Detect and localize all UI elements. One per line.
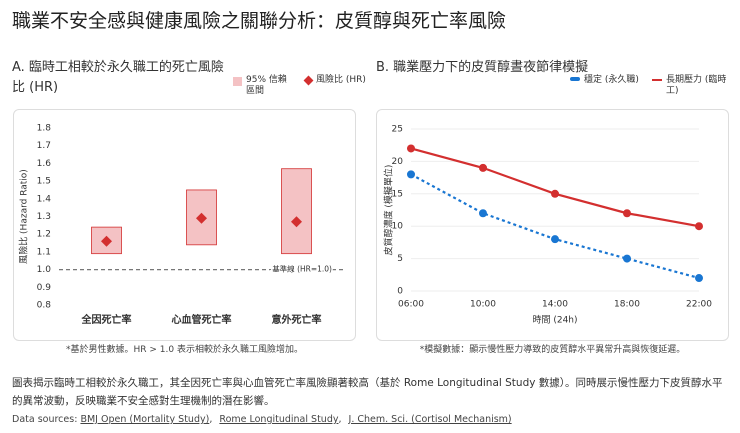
- x-tick-label: 意外死亡率: [272, 313, 322, 326]
- y-tick-label: 1.7: [37, 141, 51, 151]
- y-tick-label: 1.1: [37, 247, 51, 257]
- panel: 0.8 0.9 1.0 1.1 1.2 1.3 1.4 1.5 1.6 1.7 1.8 風險比 (Ha…: [13, 109, 356, 341]
- chart: 0.8 0.9 1.0 1.1 1.2 1.3 1.4 1.5 1.6 1.7 1.8 風險比 (Ha…: [18, 124, 344, 326]
- hr-point: [291, 216, 302, 228]
- legend-label: 長期壓力 (臨時工): [666, 75, 727, 96]
- x-tick-label: 22:00: [686, 300, 712, 310]
- x-tick-label: 心血管死亡率: [172, 313, 232, 326]
- legend-label: 風險比 (HR): [316, 75, 366, 85]
- y-tick-label: 1.8: [37, 124, 52, 134]
- source-link[interactable]: BMJ Open (Mortality Study): [80, 414, 216, 425]
- footnote: *模擬數據：顯示慢性壓力導致的皮質醇水平異常升高與恢復延遲。: [419, 345, 686, 355]
- legend-item: 穩定 (永久職): [570, 75, 642, 97]
- legend-item: 95% 信賴區間: [233, 75, 295, 97]
- panel: 0 5 10 15 20 25 06:00 10:00 14:00 18:00 22:00 時間 (2…: [376, 109, 729, 341]
- x-axis-label: 時間 (24h): [532, 315, 577, 326]
- source-link[interactable]: J. Chem. Sci. (Cortisol Mechanism): [348, 414, 512, 425]
- ci-range: [281, 168, 312, 255]
- y-tick-label: 0.9: [37, 283, 52, 293]
- hr-point: [101, 235, 112, 247]
- x-tick-label: 18:00: [614, 300, 640, 310]
- y-tick-label: 1.0: [37, 265, 52, 275]
- y-tick-label: 5: [397, 254, 403, 264]
- y-axis-label: 皮質醇濃度 (模擬單位): [383, 165, 395, 256]
- x-tick-label: 14:00: [542, 300, 568, 310]
- y-tick-label: 0: [397, 287, 403, 297]
- footnote: *基於男性數據。HR > 1.0 表示相較於永久職工風險增加。: [66, 345, 303, 355]
- point: [407, 144, 415, 153]
- point: [551, 235, 559, 244]
- chart-title: A. 臨時工相較於永久職工的死亡風險比 (HR): [12, 60, 224, 95]
- y-tick-label: 1.2: [37, 230, 51, 240]
- legend-item: 風險比 (HR): [303, 75, 367, 97]
- sources-label: Data sources:: [12, 414, 78, 425]
- point: [551, 189, 559, 198]
- x-tick-label: 10:00: [470, 300, 496, 310]
- point: [479, 163, 487, 172]
- point: [695, 274, 703, 283]
- chart: 0 5 10 15 20 25 06:00 10:00 14:00 18:00 22:00 時間 (2…: [383, 125, 713, 326]
- y-tick-label: 1.5: [37, 177, 51, 187]
- page-title: 職業不安全感與健康風險之關聯分析：皮質醇與死亡率風險: [12, 10, 507, 32]
- point: [623, 254, 631, 263]
- legend: 穩定 (永久職) 長期壓力 (臨時工): [570, 75, 734, 97]
- y-tick-label: 0.8: [37, 301, 52, 311]
- source-link[interactable]: Rome Longitudinal Study: [219, 414, 345, 425]
- legend: 95% 信賴區間 風險比 (HR): [233, 75, 367, 97]
- y-tick-label: 1.3: [37, 212, 51, 222]
- point: [695, 222, 703, 231]
- y-tick-label: 10: [392, 222, 404, 232]
- point: [407, 170, 415, 179]
- y-tick-label: 20: [392, 157, 404, 167]
- x-tick-label: 06:00: [398, 300, 424, 310]
- y-tick-label: 1.4: [37, 194, 52, 204]
- x-tick-label: 全因死亡率: [81, 313, 132, 326]
- point: [623, 209, 631, 218]
- reference-label: 基準線 (HR=1.0): [272, 264, 332, 274]
- y-tick-label: 1.6: [37, 159, 52, 169]
- chart-title: B. 職業壓力下的皮質醇晝夜節律模擬: [376, 60, 589, 75]
- legend-item: 長期壓力 (臨時工): [652, 75, 734, 97]
- legend-label: 95% 信賴區間: [246, 75, 287, 96]
- caption: 圖表揭示臨時工相較於永久職工，其全因死亡率與心血管死亡率風險顯著較高（基於 Ro…: [12, 377, 723, 407]
- line: [410, 147, 700, 228]
- y-tick-label: 15: [392, 189, 403, 199]
- hr-point: [196, 212, 207, 224]
- point: [479, 209, 487, 218]
- y-axis-label: 風險比 (Hazard Ratio): [18, 169, 30, 264]
- sources: Data sources: BMJ Open (Mortality Study)…: [12, 414, 512, 425]
- legend-label: 穩定 (永久職): [584, 75, 639, 85]
- y-tick-label: 25: [392, 125, 403, 135]
